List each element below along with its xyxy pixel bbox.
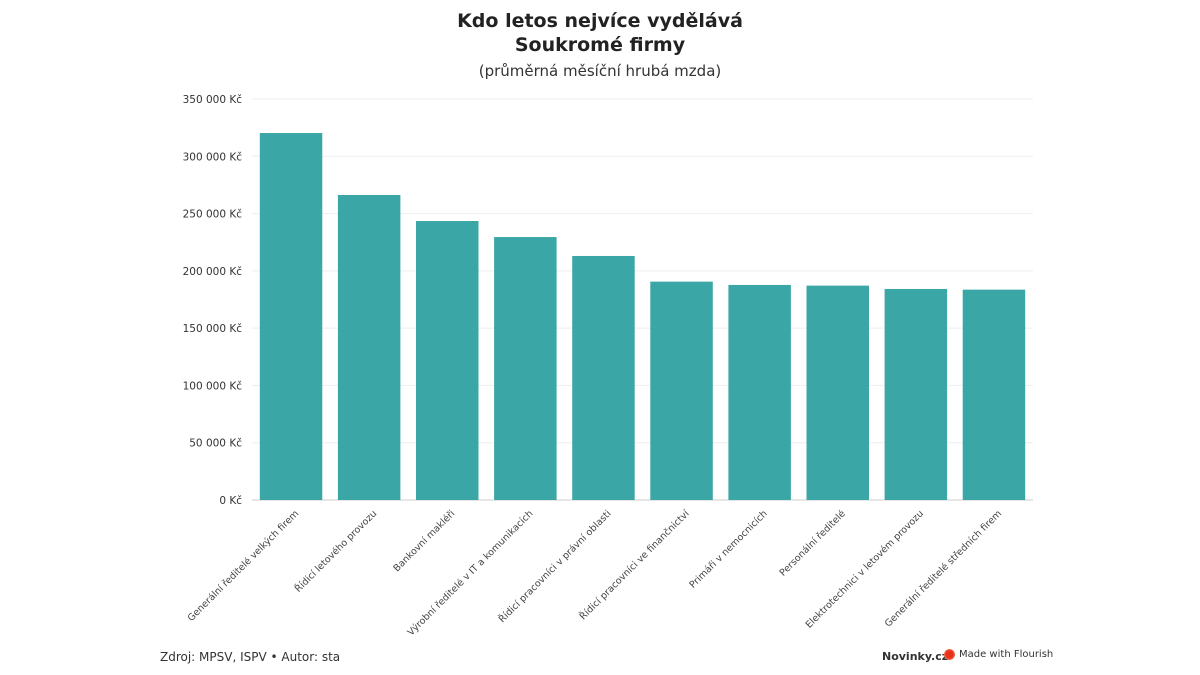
- y-tick-label: 350 000 Kč: [183, 94, 243, 106]
- y-tick-label: 100 000 Kč: [183, 380, 243, 392]
- chart-title-line2: Soukromé firmy: [514, 34, 686, 56]
- x-tick-label: Řídicí letového provozu: [293, 508, 379, 594]
- x-tick-label: Primáři v nemocnicích: [688, 508, 770, 590]
- bar: [884, 288, 948, 500]
- bar: [572, 255, 635, 500]
- chart-title: Kdo letos nejvíce vydělává: [457, 10, 743, 32]
- source-note: Zdroj: MPSV, ISPV • Autor: sta: [160, 650, 341, 664]
- x-tick-label: Personální ředitelé: [778, 508, 848, 578]
- bar: [806, 285, 869, 500]
- x-tick-label: Výrobní ředitelé v IT a komunikacích: [406, 508, 536, 638]
- bar: [259, 133, 323, 500]
- flourish-label: Made with Flourish: [959, 649, 1054, 660]
- bar: [962, 289, 1026, 500]
- bar: [650, 281, 713, 500]
- y-tick-label: 200 000 Kč: [183, 266, 243, 278]
- chart-subtitle: (průměrná měsíční hrubá mzda): [478, 62, 722, 80]
- flourish-credit[interactable]: Made with Flourish: [944, 649, 1053, 660]
- y-tick-label: 250 000 Kč: [183, 209, 243, 221]
- flourish-icon: [944, 649, 955, 660]
- y-tick-label: 0 Kč: [219, 495, 242, 507]
- x-tick-label: Generální ředitelé velkých firem: [186, 508, 302, 624]
- y-tick-label: 150 000 Kč: [183, 323, 243, 335]
- bar: [728, 284, 791, 500]
- bar: [494, 237, 557, 500]
- x-tick-label: Bankovní makléři: [391, 508, 457, 574]
- brand-logo[interactable]: Novinky.cz: [882, 650, 949, 663]
- bar: [337, 195, 401, 500]
- y-tick-label: 300 000 Kč: [183, 151, 243, 163]
- bar: [416, 221, 479, 501]
- y-tick-label: 50 000 Kč: [189, 438, 242, 450]
